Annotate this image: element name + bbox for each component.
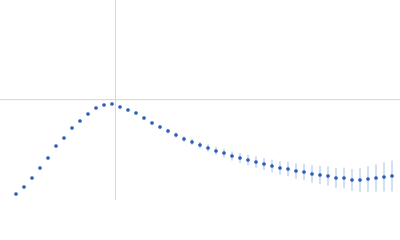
data-point — [46, 156, 50, 160]
data-point — [110, 102, 114, 106]
data-point — [78, 119, 82, 123]
chart — [0, 0, 400, 200]
data-point — [374, 176, 378, 180]
data-point — [326, 174, 330, 178]
data-point — [38, 166, 42, 170]
data-point — [222, 151, 226, 155]
data-point — [382, 175, 386, 179]
data-point — [310, 172, 314, 176]
data-point — [174, 133, 178, 137]
data-point — [278, 166, 282, 170]
data-point — [182, 137, 186, 141]
data-point — [166, 129, 170, 133]
data-point — [94, 106, 98, 110]
data-point — [390, 174, 394, 178]
data-point — [30, 176, 34, 180]
data-point — [62, 136, 66, 140]
data-point — [54, 144, 58, 148]
data-point — [214, 149, 218, 153]
data-point — [190, 140, 194, 144]
data-point — [358, 178, 362, 182]
data-point — [366, 177, 370, 181]
data-point — [342, 176, 346, 180]
data-point — [294, 169, 298, 173]
data-point — [334, 176, 338, 180]
data-point — [118, 105, 122, 109]
data-point — [350, 178, 354, 182]
data-point — [318, 173, 322, 177]
data-point — [270, 164, 274, 168]
data-point — [158, 125, 162, 129]
data-point — [254, 160, 258, 164]
data-point — [22, 185, 26, 189]
data-point — [246, 158, 250, 162]
data-point — [206, 146, 210, 150]
data-point — [286, 167, 290, 171]
data-point — [134, 111, 138, 115]
data-point — [262, 162, 266, 166]
data-point — [14, 192, 18, 196]
data-point — [102, 103, 106, 107]
data-point — [70, 126, 74, 130]
data-point — [126, 108, 130, 112]
data-point — [142, 116, 146, 120]
data-point — [198, 143, 202, 147]
data-point — [150, 121, 154, 125]
data-point — [86, 112, 90, 116]
data-point — [302, 170, 306, 174]
data-point — [230, 154, 234, 158]
data-point — [238, 156, 242, 160]
